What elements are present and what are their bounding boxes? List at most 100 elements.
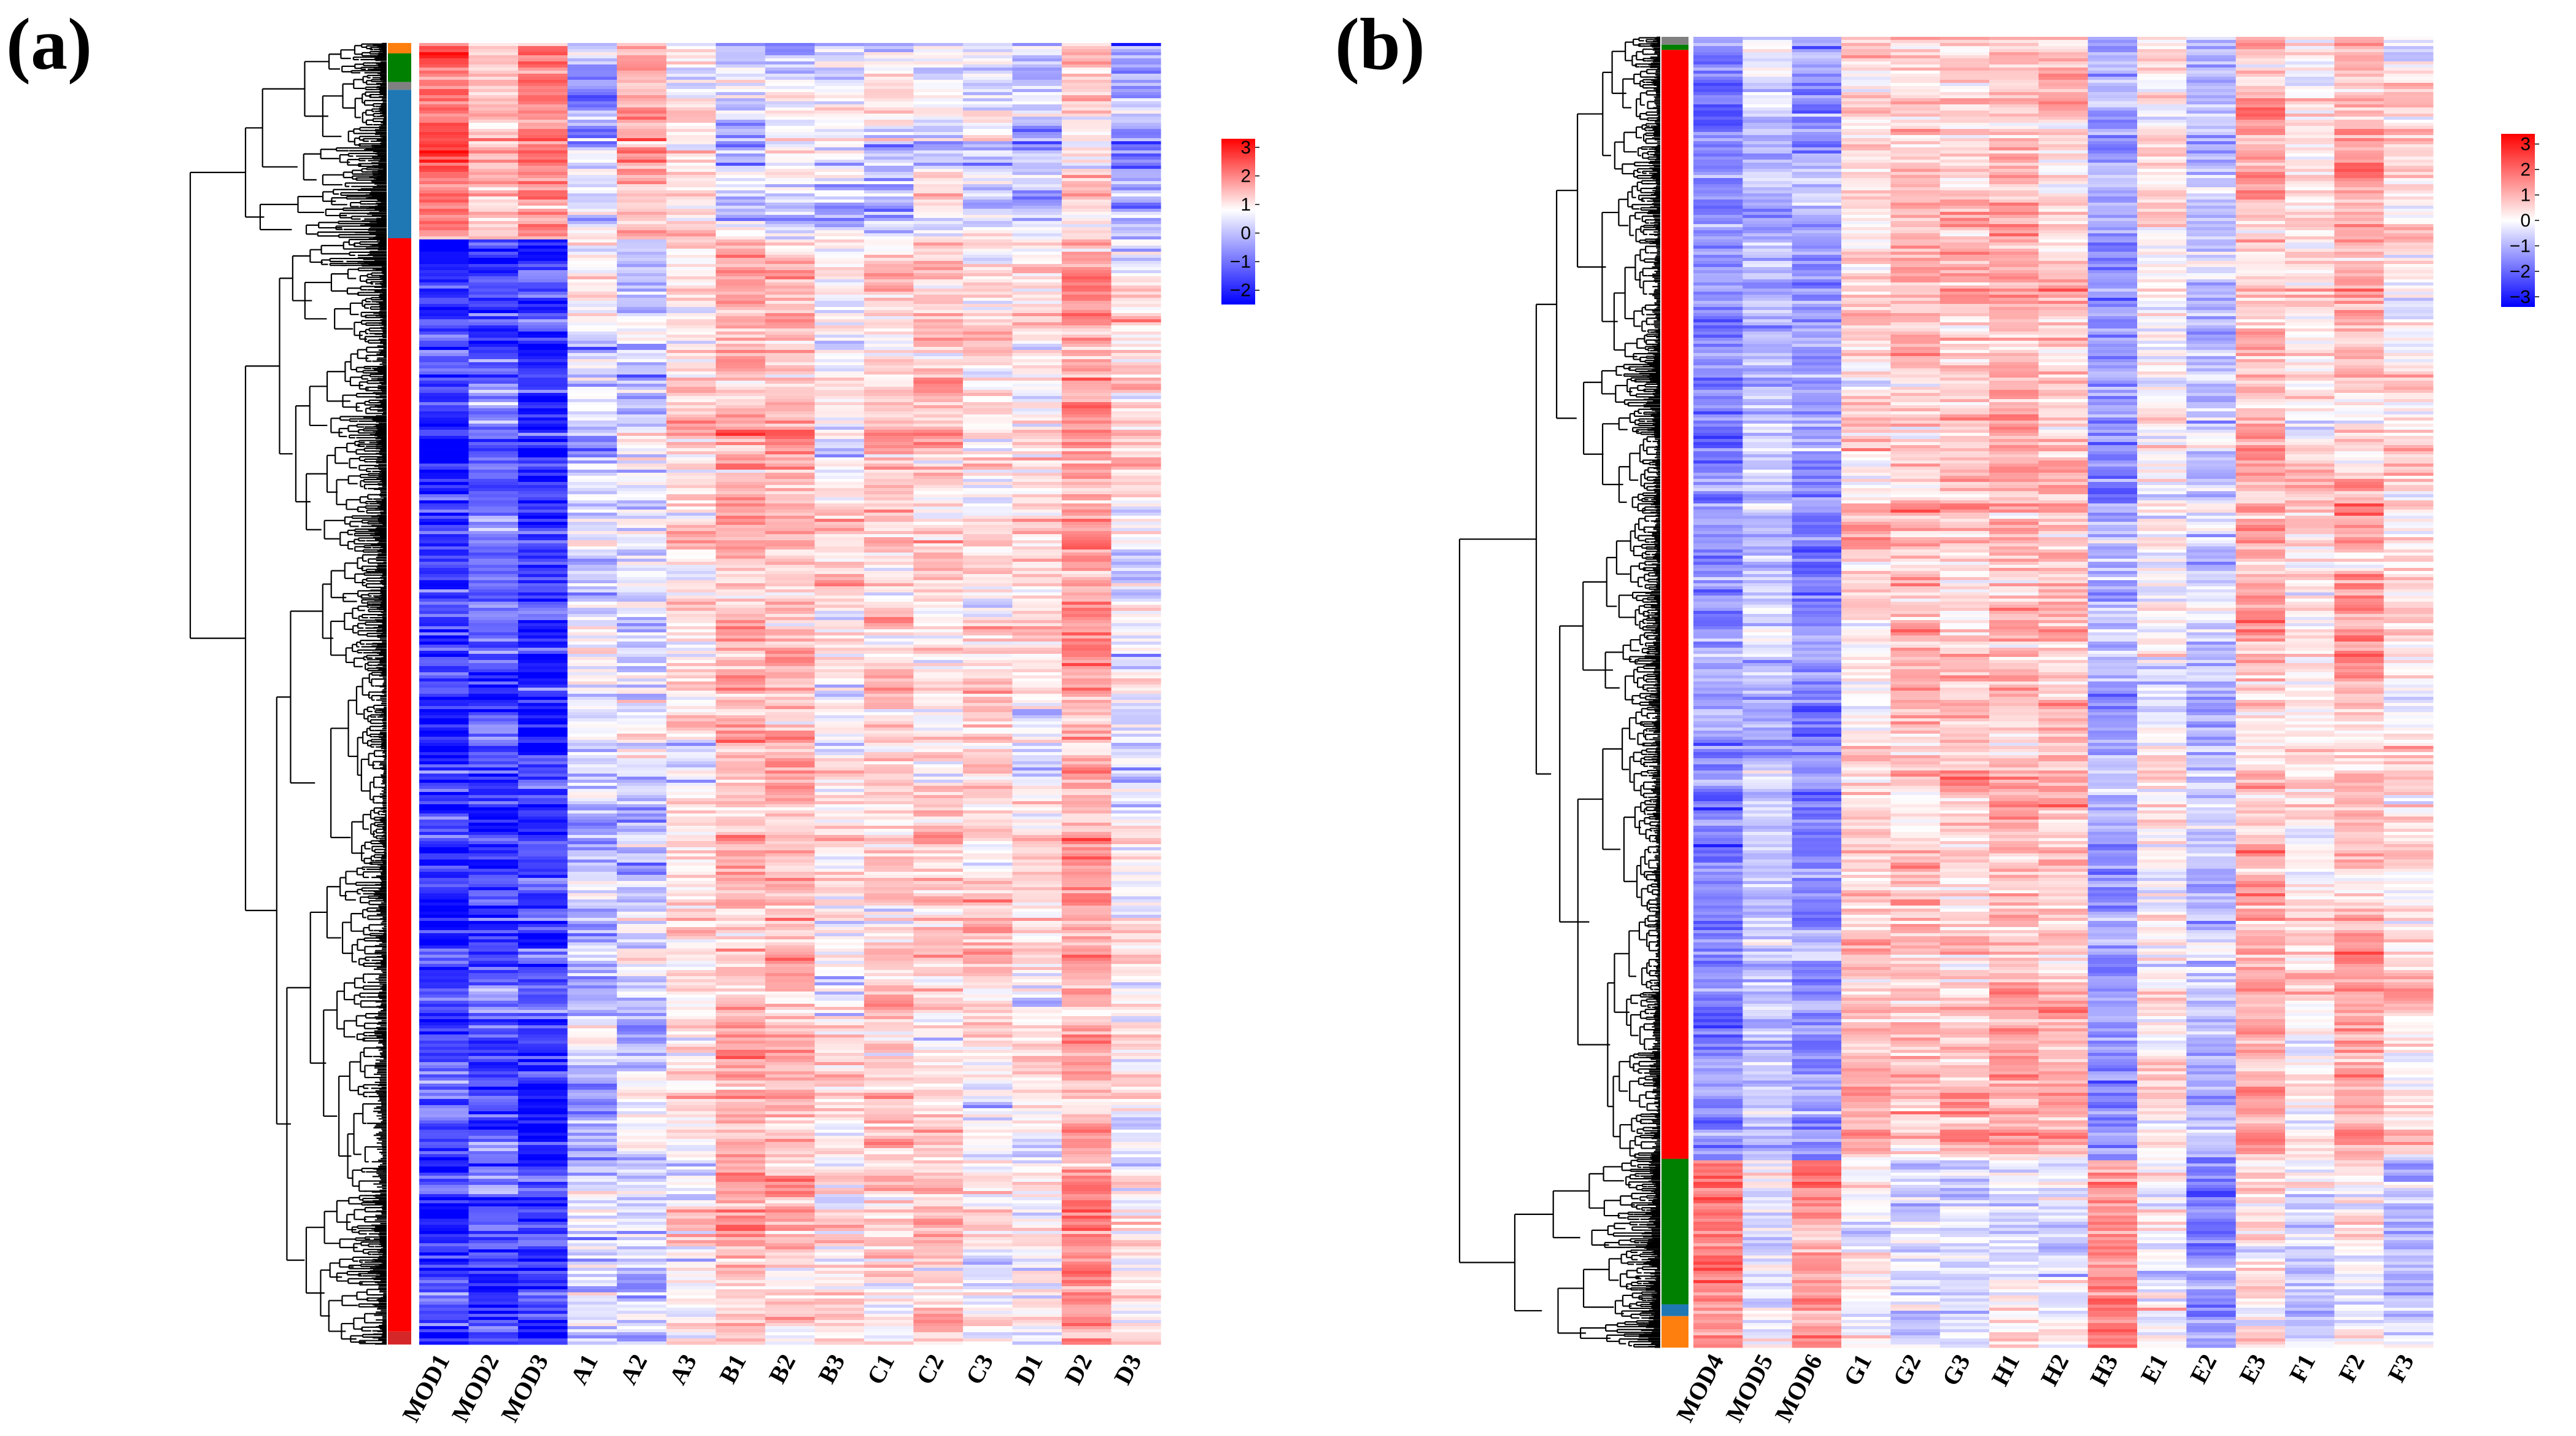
heatmap-cell bbox=[765, 307, 815, 310]
heatmap-cell bbox=[1062, 193, 1112, 196]
heatmap-cell bbox=[419, 181, 469, 184]
heatmap-cell bbox=[419, 301, 469, 304]
heatmap-cell bbox=[963, 233, 1013, 236]
heatmap-cell bbox=[617, 86, 667, 89]
heatmap-cell bbox=[1062, 356, 1112, 359]
heatmap-cell bbox=[667, 206, 716, 209]
heatmap-cell bbox=[716, 353, 765, 356]
heatmap-cell bbox=[765, 187, 815, 190]
heatmap-cell bbox=[963, 519, 1013, 522]
heatmap-cell bbox=[419, 519, 469, 522]
heatmap-cell bbox=[419, 439, 469, 442]
heatmap-cell bbox=[864, 209, 914, 212]
heatmap-cell bbox=[716, 150, 765, 153]
heatmap-cell bbox=[1012, 298, 1062, 301]
heatmap-cell bbox=[864, 371, 914, 375]
heatmap-cell bbox=[716, 488, 765, 491]
heatmap-cell bbox=[1112, 255, 1161, 258]
heatmap-cell bbox=[765, 276, 815, 279]
heatmap-cell bbox=[913, 522, 963, 525]
heatmap-cell bbox=[469, 510, 519, 513]
heatmap-cell bbox=[419, 491, 469, 494]
cluster-segment-1 bbox=[388, 53, 411, 82]
heatmap-cell bbox=[419, 83, 469, 86]
heatmap-cell bbox=[419, 371, 469, 375]
heatmap-cell bbox=[667, 215, 716, 218]
heatmap-cell bbox=[814, 83, 864, 86]
heatmap-cell bbox=[469, 224, 519, 227]
heatmap-cell bbox=[963, 359, 1013, 362]
heatmap-cell bbox=[568, 169, 617, 172]
heatmap-cell bbox=[765, 104, 815, 107]
heatmap-cell bbox=[518, 488, 568, 491]
heatmap-cell bbox=[814, 200, 864, 203]
heatmap-cell bbox=[963, 200, 1013, 203]
heatmap-cell bbox=[716, 335, 765, 338]
heatmap-cell bbox=[1012, 506, 1062, 510]
heatmap-cell bbox=[617, 144, 667, 147]
heatmap-cell bbox=[913, 246, 963, 249]
heatmap-cell bbox=[913, 338, 963, 341]
heatmap-cell bbox=[1012, 169, 1062, 172]
heatmap-cell bbox=[765, 439, 815, 442]
heatmap-cell bbox=[716, 126, 765, 129]
heatmap-cell bbox=[716, 510, 765, 513]
heatmap-cell bbox=[469, 319, 519, 322]
heatmap-cell bbox=[765, 451, 815, 454]
heatmap-cell bbox=[667, 282, 716, 285]
heatmap-cell bbox=[617, 445, 667, 448]
heatmap-cell bbox=[814, 264, 864, 267]
heatmap-cell bbox=[963, 95, 1013, 98]
heatmap-cell bbox=[419, 64, 469, 68]
heatmap-cell bbox=[1112, 310, 1161, 313]
heatmap-cell bbox=[814, 500, 864, 503]
heatmap-cell bbox=[864, 193, 914, 196]
heatmap-cell bbox=[864, 132, 914, 135]
heatmap-cell bbox=[469, 258, 519, 261]
heatmap-cell bbox=[568, 399, 617, 402]
heatmap-cell bbox=[1062, 92, 1112, 95]
heatmap-cell bbox=[963, 209, 1013, 212]
heatmap-cell bbox=[765, 46, 815, 49]
heatmap-cell bbox=[518, 307, 568, 310]
heatmap-cell bbox=[1062, 95, 1112, 98]
heatmap-cell bbox=[1012, 267, 1062, 270]
heatmap-cell bbox=[1062, 279, 1112, 282]
heatmap-cell bbox=[1012, 89, 1062, 92]
heatmap-cell bbox=[1012, 424, 1062, 427]
heatmap-cell bbox=[568, 89, 617, 92]
heatmap-cell bbox=[568, 414, 617, 417]
heatmap-cell bbox=[667, 246, 716, 249]
heatmap-cell bbox=[716, 347, 765, 350]
heatmap-cell bbox=[1112, 307, 1161, 310]
heatmap-cell bbox=[568, 295, 617, 298]
heatmap-cell bbox=[1062, 221, 1112, 224]
heatmap-cell bbox=[617, 467, 667, 470]
heatmap-cell bbox=[765, 341, 815, 344]
heatmap-cell bbox=[667, 160, 716, 163]
heatmap-cell bbox=[469, 123, 519, 126]
heatmap-cell bbox=[617, 138, 667, 141]
heatmap-cell bbox=[1112, 384, 1161, 387]
heatmap-cell bbox=[716, 104, 765, 107]
heatmap-cell bbox=[963, 166, 1013, 169]
heatmap-cell bbox=[617, 497, 667, 500]
heatmap-cell bbox=[1012, 249, 1062, 252]
heatmap-cell bbox=[963, 243, 1013, 246]
heatmap-cell bbox=[864, 497, 914, 500]
heatmap-cell bbox=[1062, 111, 1112, 114]
heatmap-cell bbox=[1112, 525, 1161, 528]
heatmap-cell bbox=[913, 221, 963, 224]
heatmap-cell bbox=[716, 58, 765, 61]
heatmap-cell bbox=[1112, 89, 1161, 92]
heatmap-cell bbox=[963, 476, 1013, 479]
heatmap-cell bbox=[1062, 390, 1112, 393]
heatmap-cell bbox=[469, 430, 519, 433]
heatmap-cell bbox=[864, 135, 914, 138]
heatmap-cell bbox=[765, 464, 815, 467]
heatmap-cell bbox=[568, 160, 617, 163]
heatmap-cell bbox=[814, 172, 864, 175]
heatmap-cell bbox=[716, 74, 765, 77]
heatmap-cell bbox=[913, 396, 963, 399]
heatmap-cell bbox=[814, 347, 864, 350]
